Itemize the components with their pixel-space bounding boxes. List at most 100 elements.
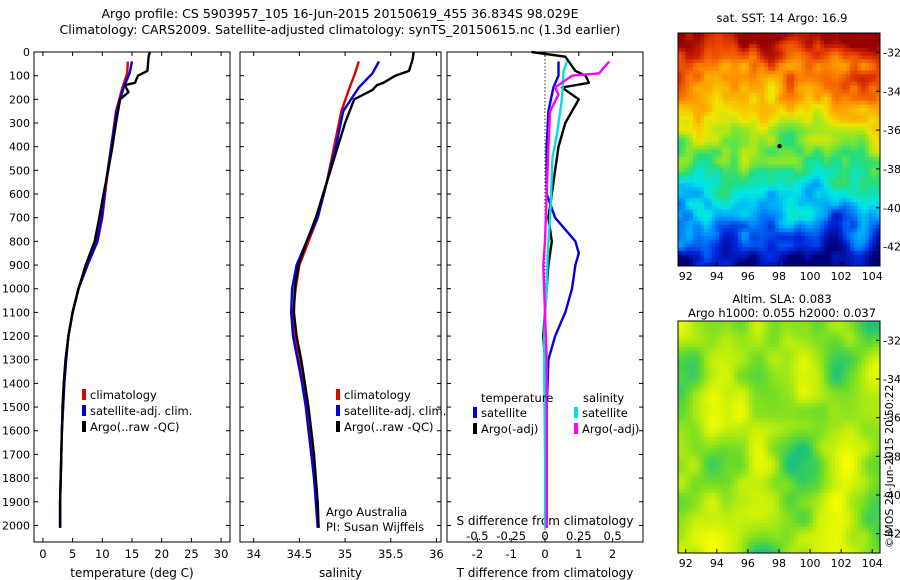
heatmap-cell (779, 141, 784, 147)
heatmap-cell (808, 190, 814, 195)
heatmap-cell (737, 160, 742, 165)
heatmap-cell (678, 232, 683, 237)
heatmap-cell (737, 164, 742, 169)
heatmap-cell (771, 354, 776, 359)
heatmap-cell (846, 198, 851, 203)
heatmap-cell (846, 138, 851, 143)
heatmap-cell (700, 93, 705, 98)
heatmap-cell (722, 74, 728, 79)
heatmap-cell (838, 36, 843, 41)
heatmap-cell (692, 78, 698, 83)
heatmap-cell (790, 36, 795, 41)
heatmap-cell (764, 48, 769, 53)
heatmap-cell (793, 141, 799, 147)
heatmap-cell (820, 228, 825, 233)
heatmap-cell (752, 70, 757, 75)
heatmap-cell (704, 373, 709, 378)
heatmap-cell (797, 194, 802, 199)
heatmap-cell (857, 70, 862, 75)
heatmap-cell (775, 213, 780, 218)
heatmap-cell (767, 343, 772, 348)
heatmap-cell (808, 403, 814, 408)
heatmap-cell (872, 358, 877, 363)
heatmap-cell (741, 384, 746, 389)
heatmap-cell (685, 190, 690, 195)
heatmap-cell (678, 100, 683, 105)
plot-frame (239, 51, 442, 543)
heatmap-cell (861, 369, 866, 374)
depth-tick-label: 1500 (2, 401, 30, 414)
heatmap-cell (820, 339, 825, 344)
heatmap-cell (696, 407, 701, 412)
heatmap-cell (786, 213, 791, 218)
heatmap-cell (805, 403, 810, 408)
heatmap-cell (861, 130, 866, 135)
heatmap-cell (853, 96, 858, 102)
heatmap-cell (767, 115, 772, 120)
heatmap-cell (764, 347, 769, 352)
heatmap-cell (681, 111, 686, 117)
heatmap-cell (711, 51, 716, 56)
heatmap-cell (779, 168, 784, 173)
heatmap-cell (816, 153, 821, 158)
heatmap-cell (711, 358, 716, 363)
heatmap-cell (838, 134, 843, 139)
heatmap-cell (812, 51, 817, 56)
heatmap-cell (756, 250, 761, 256)
heatmap-cell (816, 51, 821, 56)
heatmap-cell (715, 145, 720, 150)
heatmap-cell (730, 172, 735, 177)
heatmap-cell (752, 59, 757, 64)
heatmap-cell (831, 209, 836, 214)
heatmap-cell (876, 220, 881, 226)
heatmap-cell (812, 78, 817, 83)
heatmap-cell (704, 384, 709, 389)
heatmap-cell (868, 358, 873, 363)
heatmap-cell (678, 384, 683, 389)
heatmap-cell (722, 130, 728, 135)
heatmap-cell (779, 123, 784, 128)
map-x-tick-label: 96 (741, 270, 755, 283)
heatmap-cell (767, 160, 772, 165)
heatmap-cell (853, 100, 858, 105)
heatmap-cell (756, 362, 761, 367)
heatmap-cell (846, 332, 851, 337)
heatmap-cell (797, 44, 802, 49)
heatmap-cell (775, 350, 780, 356)
heatmap-cell (838, 138, 843, 143)
heatmap-cell (696, 213, 701, 218)
heatmap-cell (752, 190, 757, 195)
heatmap-cell (868, 36, 873, 41)
heatmap-cell (831, 369, 836, 374)
heatmap-cell (700, 123, 705, 128)
heatmap-cell (868, 384, 873, 389)
heatmap-cell (823, 205, 829, 211)
heatmap-cell (681, 392, 686, 397)
heatmap-cell (764, 141, 769, 147)
heatmap-cell (790, 250, 795, 256)
heatmap-cell (838, 70, 843, 75)
heatmap-cell (779, 410, 784, 415)
heatmap-cell (730, 202, 735, 207)
heatmap-cell (711, 126, 716, 132)
heatmap-cell (741, 362, 746, 367)
heatmap-cell (865, 104, 870, 109)
heatmap-cell (711, 202, 716, 207)
heatmap-cell (808, 48, 814, 53)
heatmap-cell (820, 179, 825, 184)
heatmap-cell (853, 335, 858, 341)
heatmap-cell (861, 410, 866, 415)
heatmap-cell (719, 70, 724, 75)
heatmap-cell (711, 262, 716, 267)
heatmap-cell (696, 119, 701, 124)
heatmap-cell (838, 373, 843, 378)
heatmap-cell (823, 347, 829, 352)
heatmap-cell (749, 399, 754, 404)
heatmap-cell (801, 164, 806, 169)
heatmap-cell (730, 377, 735, 382)
heatmap-cell (868, 168, 873, 173)
heatmap-cell (771, 324, 776, 329)
heatmap-cell (786, 85, 791, 90)
heatmap-cell (820, 96, 825, 102)
heatmap-cell (715, 141, 720, 147)
